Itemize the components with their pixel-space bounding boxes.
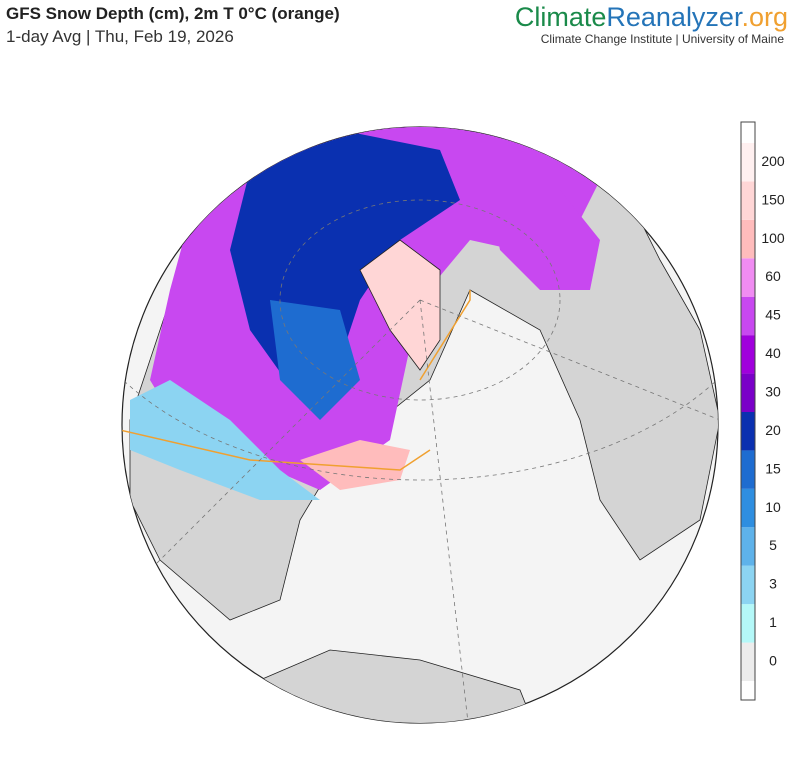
colorbar-swatch bbox=[741, 488, 755, 528]
graticule bbox=[122, 127, 718, 723]
colorbar-border bbox=[740, 121, 756, 701]
colorbar-swatch bbox=[741, 565, 755, 605]
colorbar-swatch bbox=[741, 412, 755, 451]
colorbar-label: 0 bbox=[769, 652, 777, 668]
colorbar-label: 30 bbox=[765, 383, 781, 399]
colorbar-label: 20 bbox=[765, 422, 781, 438]
colorbar-label: 45 bbox=[765, 307, 781, 323]
colorbar-swatch bbox=[741, 450, 755, 489]
colorbar-label: 60 bbox=[765, 268, 781, 284]
colorbar-label: 5 bbox=[769, 537, 777, 553]
brand-part: Climate bbox=[514, 2, 607, 32]
colorbar-label: 100 bbox=[761, 230, 785, 246]
colorbar-label: 1 bbox=[769, 614, 777, 630]
colorbar-swatch bbox=[741, 258, 755, 297]
colorbar-swatch bbox=[741, 373, 755, 412]
colorbar-swatch bbox=[741, 143, 755, 182]
colorbar-swatch bbox=[741, 604, 755, 643]
colorbar-label: 10 bbox=[765, 499, 781, 515]
brand-part: Reanalyzer bbox=[606, 2, 742, 32]
subtitle: 1-day Avg | Thu, Feb 19, 2026 bbox=[6, 27, 234, 46]
colorbar-swatch bbox=[741, 642, 755, 681]
colorbar-label: 15 bbox=[765, 460, 781, 476]
colorbar-swatch bbox=[741, 219, 755, 259]
colorbar-label: 40 bbox=[765, 345, 781, 361]
colorbar-swatch bbox=[741, 296, 755, 336]
colorbar-label: 150 bbox=[761, 191, 785, 207]
brand-part: .org bbox=[741, 2, 788, 32]
tagline: Climate Change Institute | University of… bbox=[540, 32, 784, 46]
brand[interactable]: ClimateReanalyzer.org bbox=[515, 2, 788, 33]
colorbar-label: 200 bbox=[761, 153, 785, 169]
colorbar-label: 3 bbox=[769, 576, 777, 592]
title: GFS Snow Depth (cm), 2m T 0°C (orange) bbox=[6, 4, 340, 23]
colorbar-swatch bbox=[741, 181, 755, 220]
colorbar-swatch bbox=[741, 335, 755, 374]
colorbar-swatch bbox=[741, 527, 755, 566]
